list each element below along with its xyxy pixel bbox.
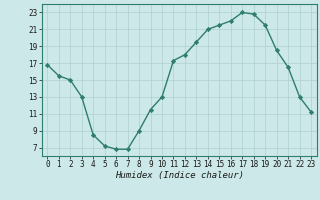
X-axis label: Humidex (Indice chaleur): Humidex (Indice chaleur) bbox=[115, 171, 244, 180]
